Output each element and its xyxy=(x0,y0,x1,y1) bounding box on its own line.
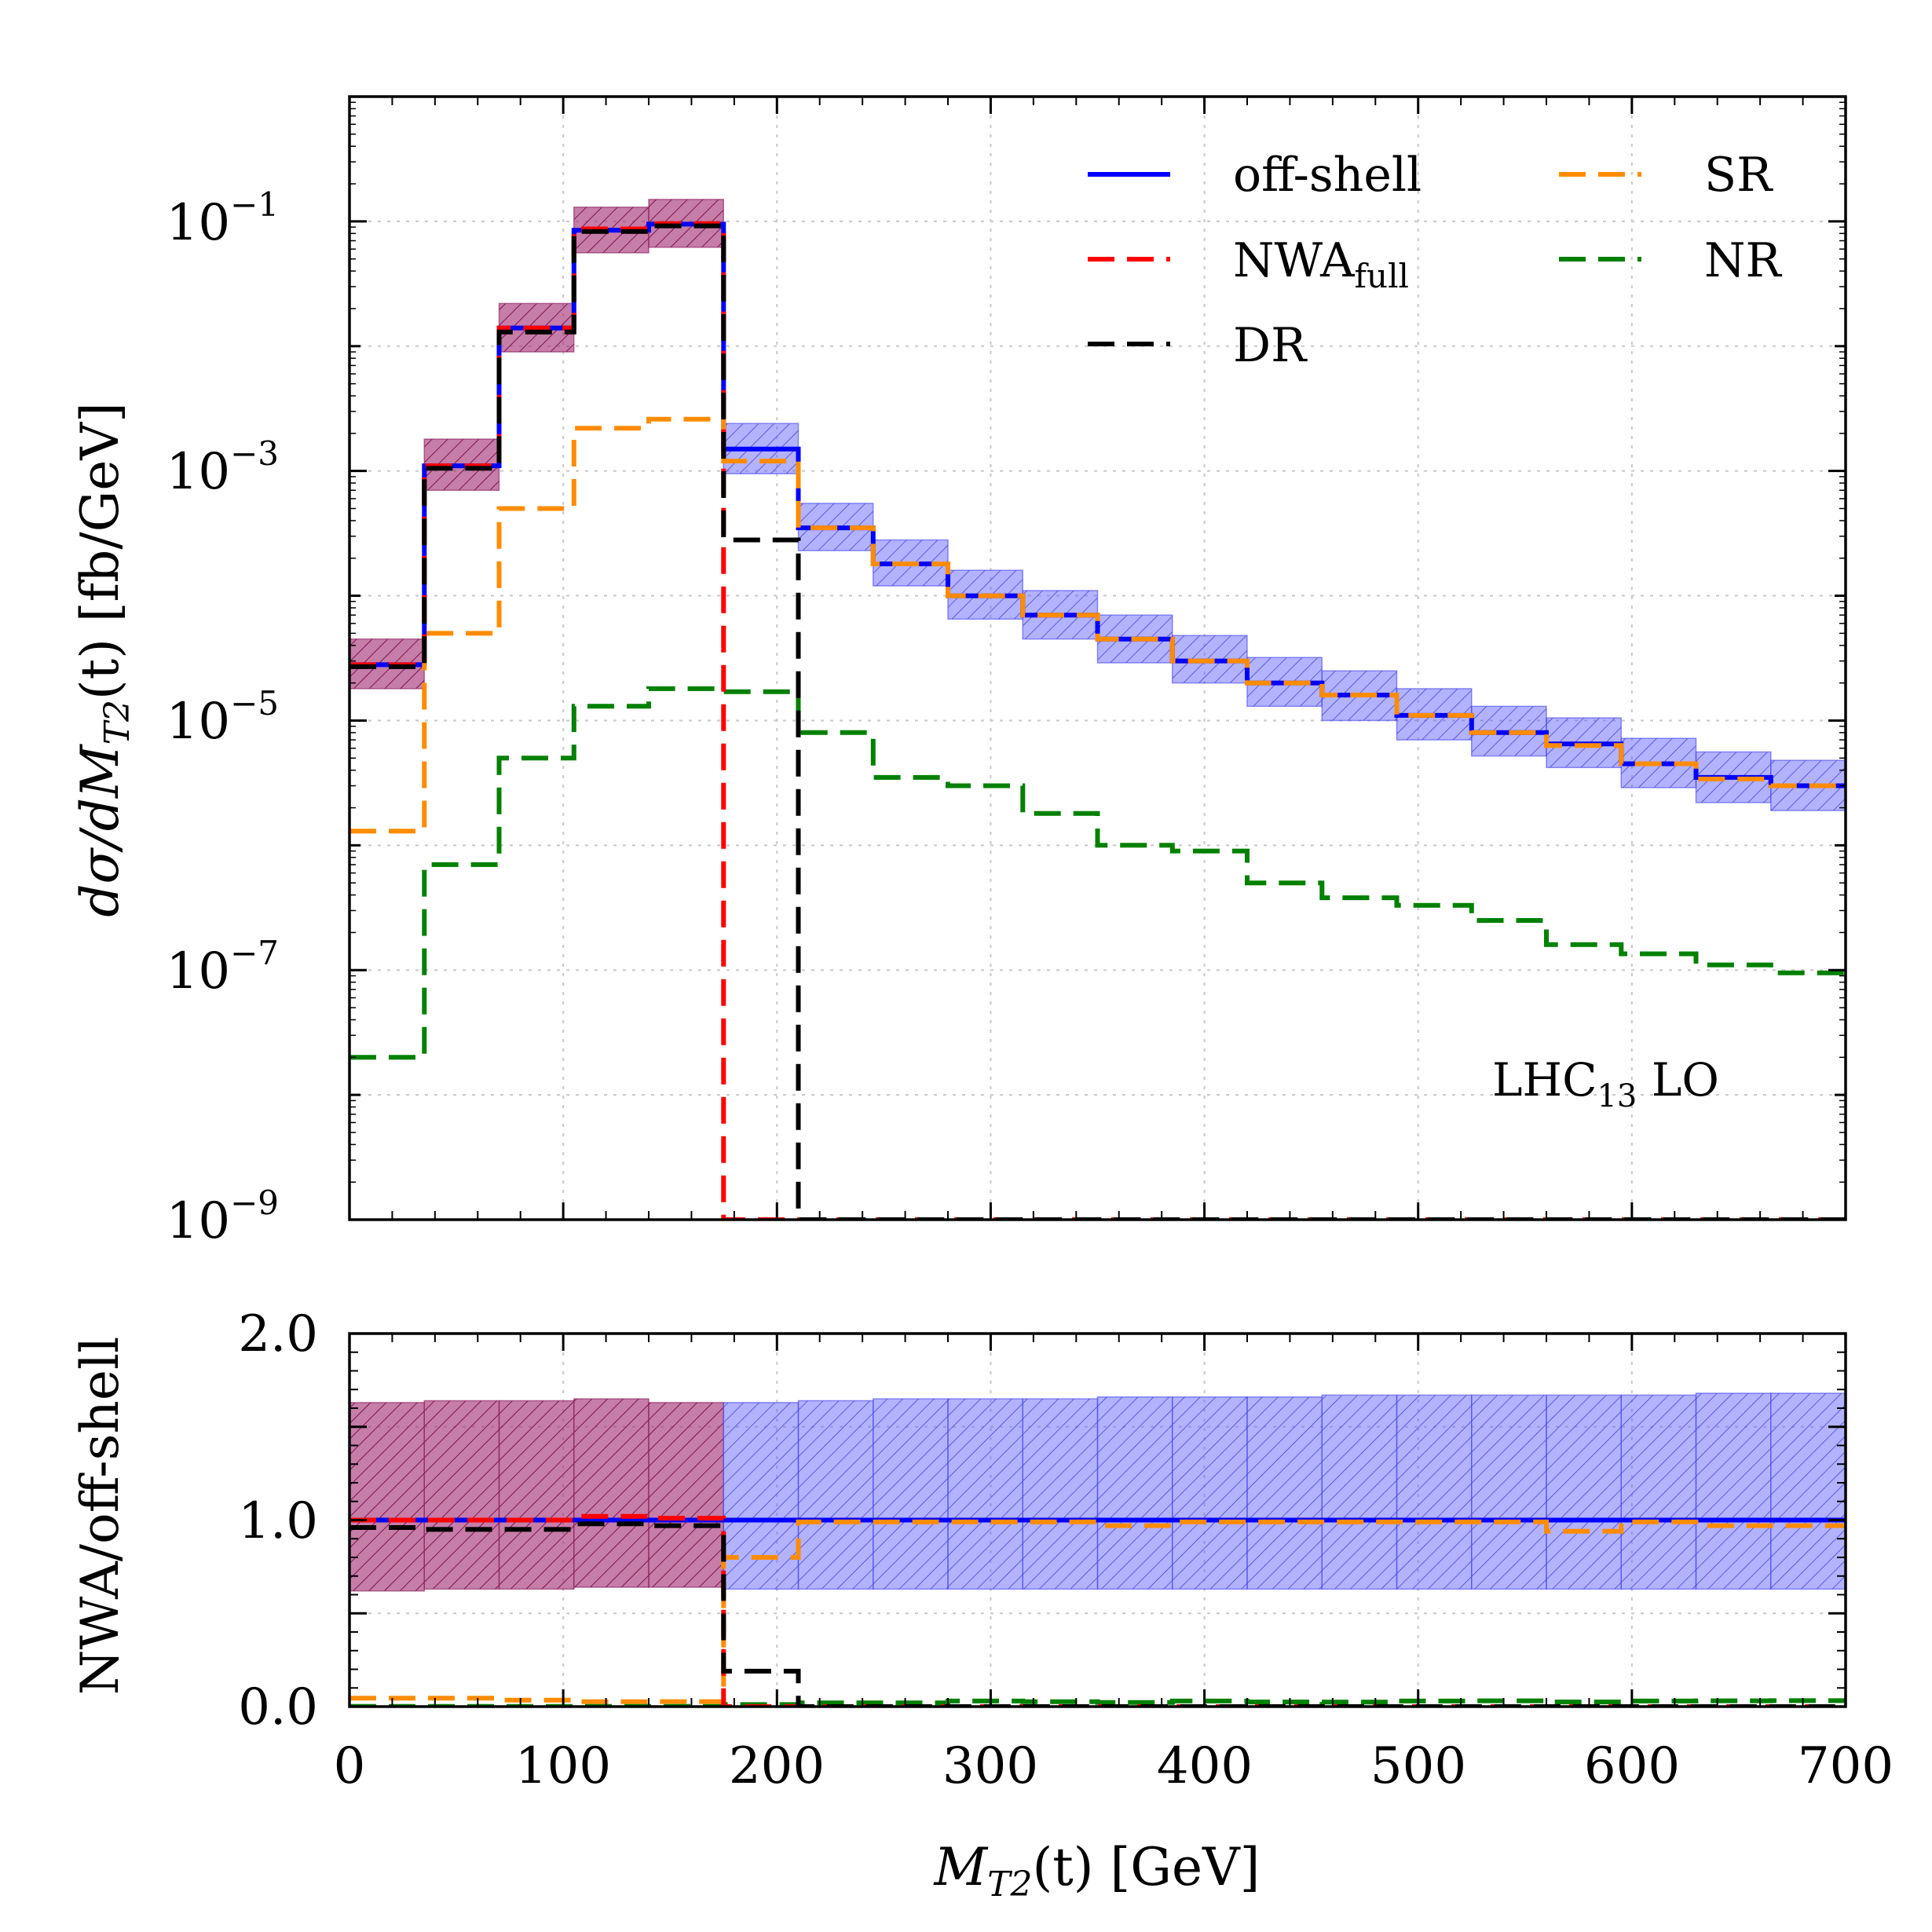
main-series-lines xyxy=(349,221,1846,1220)
ratio-y-tick-labels: 2.0 1.0 0.0 xyxy=(238,1305,318,1736)
ratio-axis-ticks xyxy=(348,1332,1847,1708)
legend: off-shell SR NWAfull NR DR xyxy=(1088,148,1783,373)
band-bin-nwa xyxy=(423,1400,500,1590)
band-bin-off-shell xyxy=(1246,1396,1323,1590)
main-plot-frame xyxy=(348,95,1847,1221)
band-bin-nwa xyxy=(349,1402,425,1592)
ratio-panel: 2.0 1.0 0.0 0 100 200 300 400 500 600 70… xyxy=(70,1305,1894,1905)
band-bin-off-shell xyxy=(1096,1396,1173,1590)
band-bin-off-shell xyxy=(1770,1392,1846,1590)
x-tick-label: 100 xyxy=(515,1737,611,1795)
series-line-sr xyxy=(349,1519,1846,1704)
x-tick-labels: 0 100 200 300 400 500 600 700 xyxy=(334,1737,1894,1795)
legend-label-off-shell: off-shell xyxy=(1233,148,1422,203)
band-bin-off-shell xyxy=(1321,1394,1398,1590)
x-tick-label: 500 xyxy=(1370,1737,1466,1795)
main-y-tick-label: 10−3 xyxy=(166,434,279,501)
band-bin-off-shell xyxy=(1022,1398,1099,1590)
legend-label-nr: NR xyxy=(1704,233,1783,288)
legend-entry-off-shell: off-shell xyxy=(1088,148,1422,203)
legend-label-dr: DR xyxy=(1233,318,1308,373)
x-tick-label: 700 xyxy=(1798,1737,1894,1795)
x-tick-label: 400 xyxy=(1157,1737,1253,1795)
main-y-tick-labels: 10−1 10−3 10−5 10−7 10−9 xyxy=(166,185,279,1250)
legend-entry-nwa: NWAfull xyxy=(1088,233,1409,295)
series-line-sr xyxy=(349,416,1846,834)
x-tick-label: 300 xyxy=(942,1737,1038,1795)
main-y-axis-title: dσ/dMT2(t) [fb/GeV] xyxy=(70,402,137,917)
band-bin-off-shell xyxy=(1695,1392,1772,1590)
ratio-y-tick-label: 2.0 xyxy=(238,1305,318,1363)
main-y-tick-label: 10−9 xyxy=(166,1184,279,1250)
band-bin-off-shell xyxy=(797,1400,874,1590)
legend-entry-nr: NR xyxy=(1559,233,1783,288)
band-bin-off-shell xyxy=(873,1398,949,1590)
ratio-series-lines xyxy=(349,1513,1846,1707)
main-panel: 10−1 10−3 10−5 10−7 10−9 dσ/dMT2(t) [fb/… xyxy=(70,95,1847,1250)
band-bin-off-shell xyxy=(947,1398,1023,1590)
ratio-y-tick-label: 1.0 xyxy=(238,1492,318,1550)
legend-entry-dr: DR xyxy=(1088,318,1308,373)
x-tick-label: 600 xyxy=(1584,1737,1680,1795)
x-axis-title: MT2(t) [GeV] xyxy=(934,1837,1261,1905)
main-y-tick-label: 10−7 xyxy=(166,934,279,1001)
band-bin-off-shell xyxy=(1172,1396,1248,1590)
ratio-uncertainty-bands xyxy=(349,1392,1846,1592)
band-bin-off-shell xyxy=(1546,1394,1622,1590)
legend-label-nwa: NWAfull xyxy=(1233,233,1409,295)
band-bin-off-shell xyxy=(1620,1394,1697,1590)
x-tick-label: 200 xyxy=(729,1737,825,1795)
annotation-lhc13-lo: LHC13 LO xyxy=(1492,1053,1719,1114)
band-bin-nwa xyxy=(648,1402,724,1588)
ratio-y-tick-label: 0.0 xyxy=(238,1678,318,1736)
legend-label-sr: SR xyxy=(1704,148,1773,203)
band-bin-off-shell xyxy=(1471,1394,1547,1590)
ratio-y-axis-title: NWA/off-shell xyxy=(70,1337,130,1695)
x-tick-label: 0 xyxy=(334,1737,366,1795)
main-axis-ticks xyxy=(348,95,1847,1221)
main-y-tick-label: 10−1 xyxy=(166,185,279,252)
band-bin-off-shell xyxy=(723,1402,800,1590)
series-line-nr xyxy=(349,686,1846,1060)
band-bin-off-shell xyxy=(1396,1394,1473,1590)
band-bin-nwa xyxy=(498,1400,575,1590)
main-y-tick-label: 10−5 xyxy=(166,684,279,751)
band-bin-nwa xyxy=(573,1398,649,1588)
legend-entry-sr: SR xyxy=(1559,148,1773,203)
